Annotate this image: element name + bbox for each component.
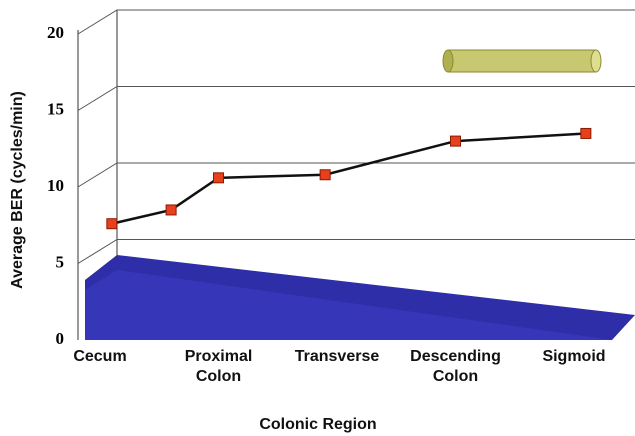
floor-shade [85,270,612,340]
point [580,127,592,139]
y-tick-label: 15 [47,99,64,118]
x-tick-label: Proximal Colon [184,348,253,385]
cylinder [442,49,602,73]
x-tick-label: Sigmoid [542,348,606,365]
x-tick-label: Cecum [73,348,127,365]
point [450,135,461,147]
y-tick-label: 10 [47,176,64,195]
point [106,218,118,230]
grid-line [77,9,635,35]
grid-line [77,162,635,188]
y-tick-label: 0 [56,329,65,348]
series-line [111,132,586,225]
y-tick-label: 5 [56,252,65,271]
y-tick-label: 20 [47,23,64,42]
x-tick-label: Descending Colon [410,348,501,385]
grid-line [77,239,635,264]
x-tick-label: Transverse [294,348,380,365]
y-axis-title: Average BER (cycles/min) [9,91,26,289]
point [213,172,224,184]
x-axis-title: Colonic Region [259,416,376,433]
point [319,169,331,181]
grid-line [77,86,635,111]
point [165,204,177,216]
